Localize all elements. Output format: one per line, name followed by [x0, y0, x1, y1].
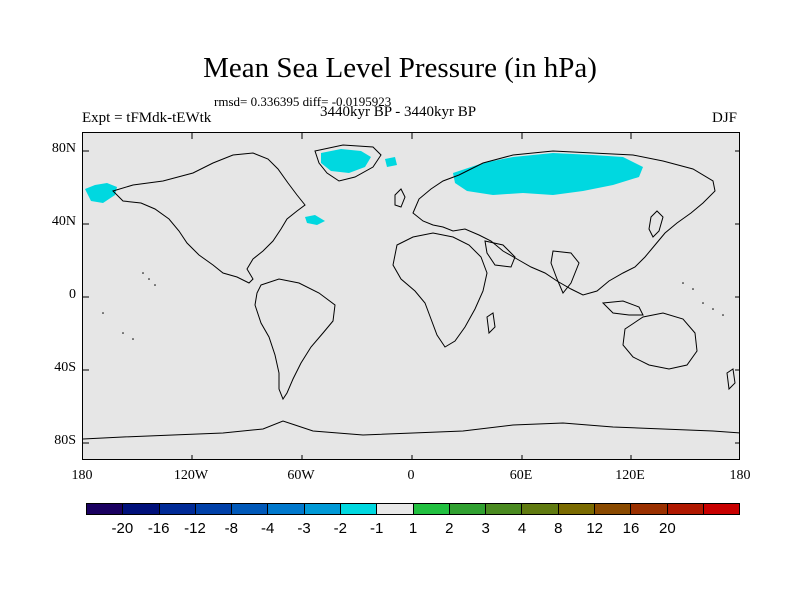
colorbar-box: [123, 504, 160, 514]
stats-text: rmsd= 0.336395 diff= -0.0195923: [214, 94, 392, 109]
colorbar-box: [449, 504, 487, 514]
coastlines: [83, 144, 739, 440]
colorbar-box: [340, 504, 378, 514]
coastline-arabia: [484, 240, 516, 268]
colorbar-label: -16: [147, 520, 170, 537]
colorbar-box: [558, 504, 595, 514]
lon-label-0: 0: [407, 468, 415, 483]
anomaly-region-iceland: [385, 157, 397, 167]
coastline-uk: [394, 188, 406, 208]
map-title: Mean Sea Level Pressure (in hPa): [203, 52, 597, 84]
colorbar-box: [667, 504, 704, 514]
colorbar: [86, 503, 740, 515]
coastline-south-america: [254, 278, 336, 401]
world-map: [83, 133, 739, 459]
lon-label-180w: 180: [71, 468, 93, 483]
lon-label-60e: 60E: [509, 468, 533, 483]
coastline-antarctica: [83, 420, 739, 440]
colorbar-label: 12: [586, 520, 603, 537]
colorbar-label: -3: [297, 520, 311, 537]
lat-label-40n: 40N: [51, 214, 76, 229]
island-dots: [102, 272, 724, 340]
colorbar-label: 4: [517, 520, 527, 537]
lon-label-60w: 60W: [287, 468, 315, 483]
period-label: 3440kyr BP - 3440kyr BP: [320, 104, 477, 120]
colorbar-box: [631, 504, 668, 514]
colorbar-box: [413, 504, 450, 514]
coastline-india: [550, 250, 580, 294]
colorbar-label: 16: [622, 520, 640, 537]
coastline-greenland: [314, 144, 382, 182]
colorbar-label: 20: [658, 520, 676, 537]
lat-label-0: 0: [69, 287, 76, 302]
coastline-eurasia: [412, 150, 716, 296]
colorbar-box: [377, 504, 414, 514]
anomaly-region-greenland: [321, 149, 371, 173]
lat-label-40s: 40S: [54, 360, 76, 375]
coastline-japan: [648, 210, 664, 238]
lat-label-80s: 80S: [54, 433, 76, 448]
colorbar-label: 8: [554, 520, 563, 537]
coastline-australia: [622, 312, 698, 370]
colorbar-box: [268, 504, 305, 514]
axis-ticks: [83, 133, 739, 459]
colorbar-box: [594, 504, 632, 514]
lon-label-120w: 120W: [173, 468, 209, 483]
colorbar-label: -4: [260, 520, 275, 537]
lon-label-180e: 180: [729, 468, 751, 483]
lon-label-120e: 120E: [615, 468, 645, 483]
colorbar-box: [232, 504, 269, 514]
coastline-new-zealand: [726, 368, 736, 391]
colorbar-label: -2: [333, 520, 347, 537]
colorbar-label: 3: [481, 520, 490, 537]
colorbar-label: 2: [445, 520, 454, 537]
anomaly-region-siberia: [453, 153, 643, 195]
coastline-indonesia: [601, 300, 644, 316]
colorbar-box: [486, 504, 523, 514]
season-label: DJF: [712, 110, 738, 126]
colorbar-label: 1: [408, 520, 418, 537]
anomaly-region-alaska: [85, 183, 117, 203]
lat-label-80n: 80N: [51, 141, 76, 156]
anomaly-region-atlantic: [305, 215, 325, 225]
colorbar-box: [195, 504, 233, 514]
map-panel: [82, 132, 740, 460]
experiment-label: Expt = tFMdk-tEWtk: [82, 110, 212, 126]
colorbar-label: -1: [369, 520, 384, 537]
colorbar-label: -20: [111, 520, 134, 537]
coastline-madagascar: [486, 312, 496, 335]
colorbar-box: [304, 504, 341, 514]
colorbar-box: [703, 504, 740, 514]
coastline-north-america: [112, 152, 306, 284]
coastline-africa: [392, 232, 488, 348]
colorbar-label: -12: [184, 520, 206, 537]
colorbar-box: [159, 504, 196, 514]
colorbar-label: -8: [224, 520, 238, 537]
colorbar-box: [522, 504, 559, 514]
colorbar-box: [87, 504, 124, 514]
pressure-anomaly-regions: [85, 149, 643, 225]
